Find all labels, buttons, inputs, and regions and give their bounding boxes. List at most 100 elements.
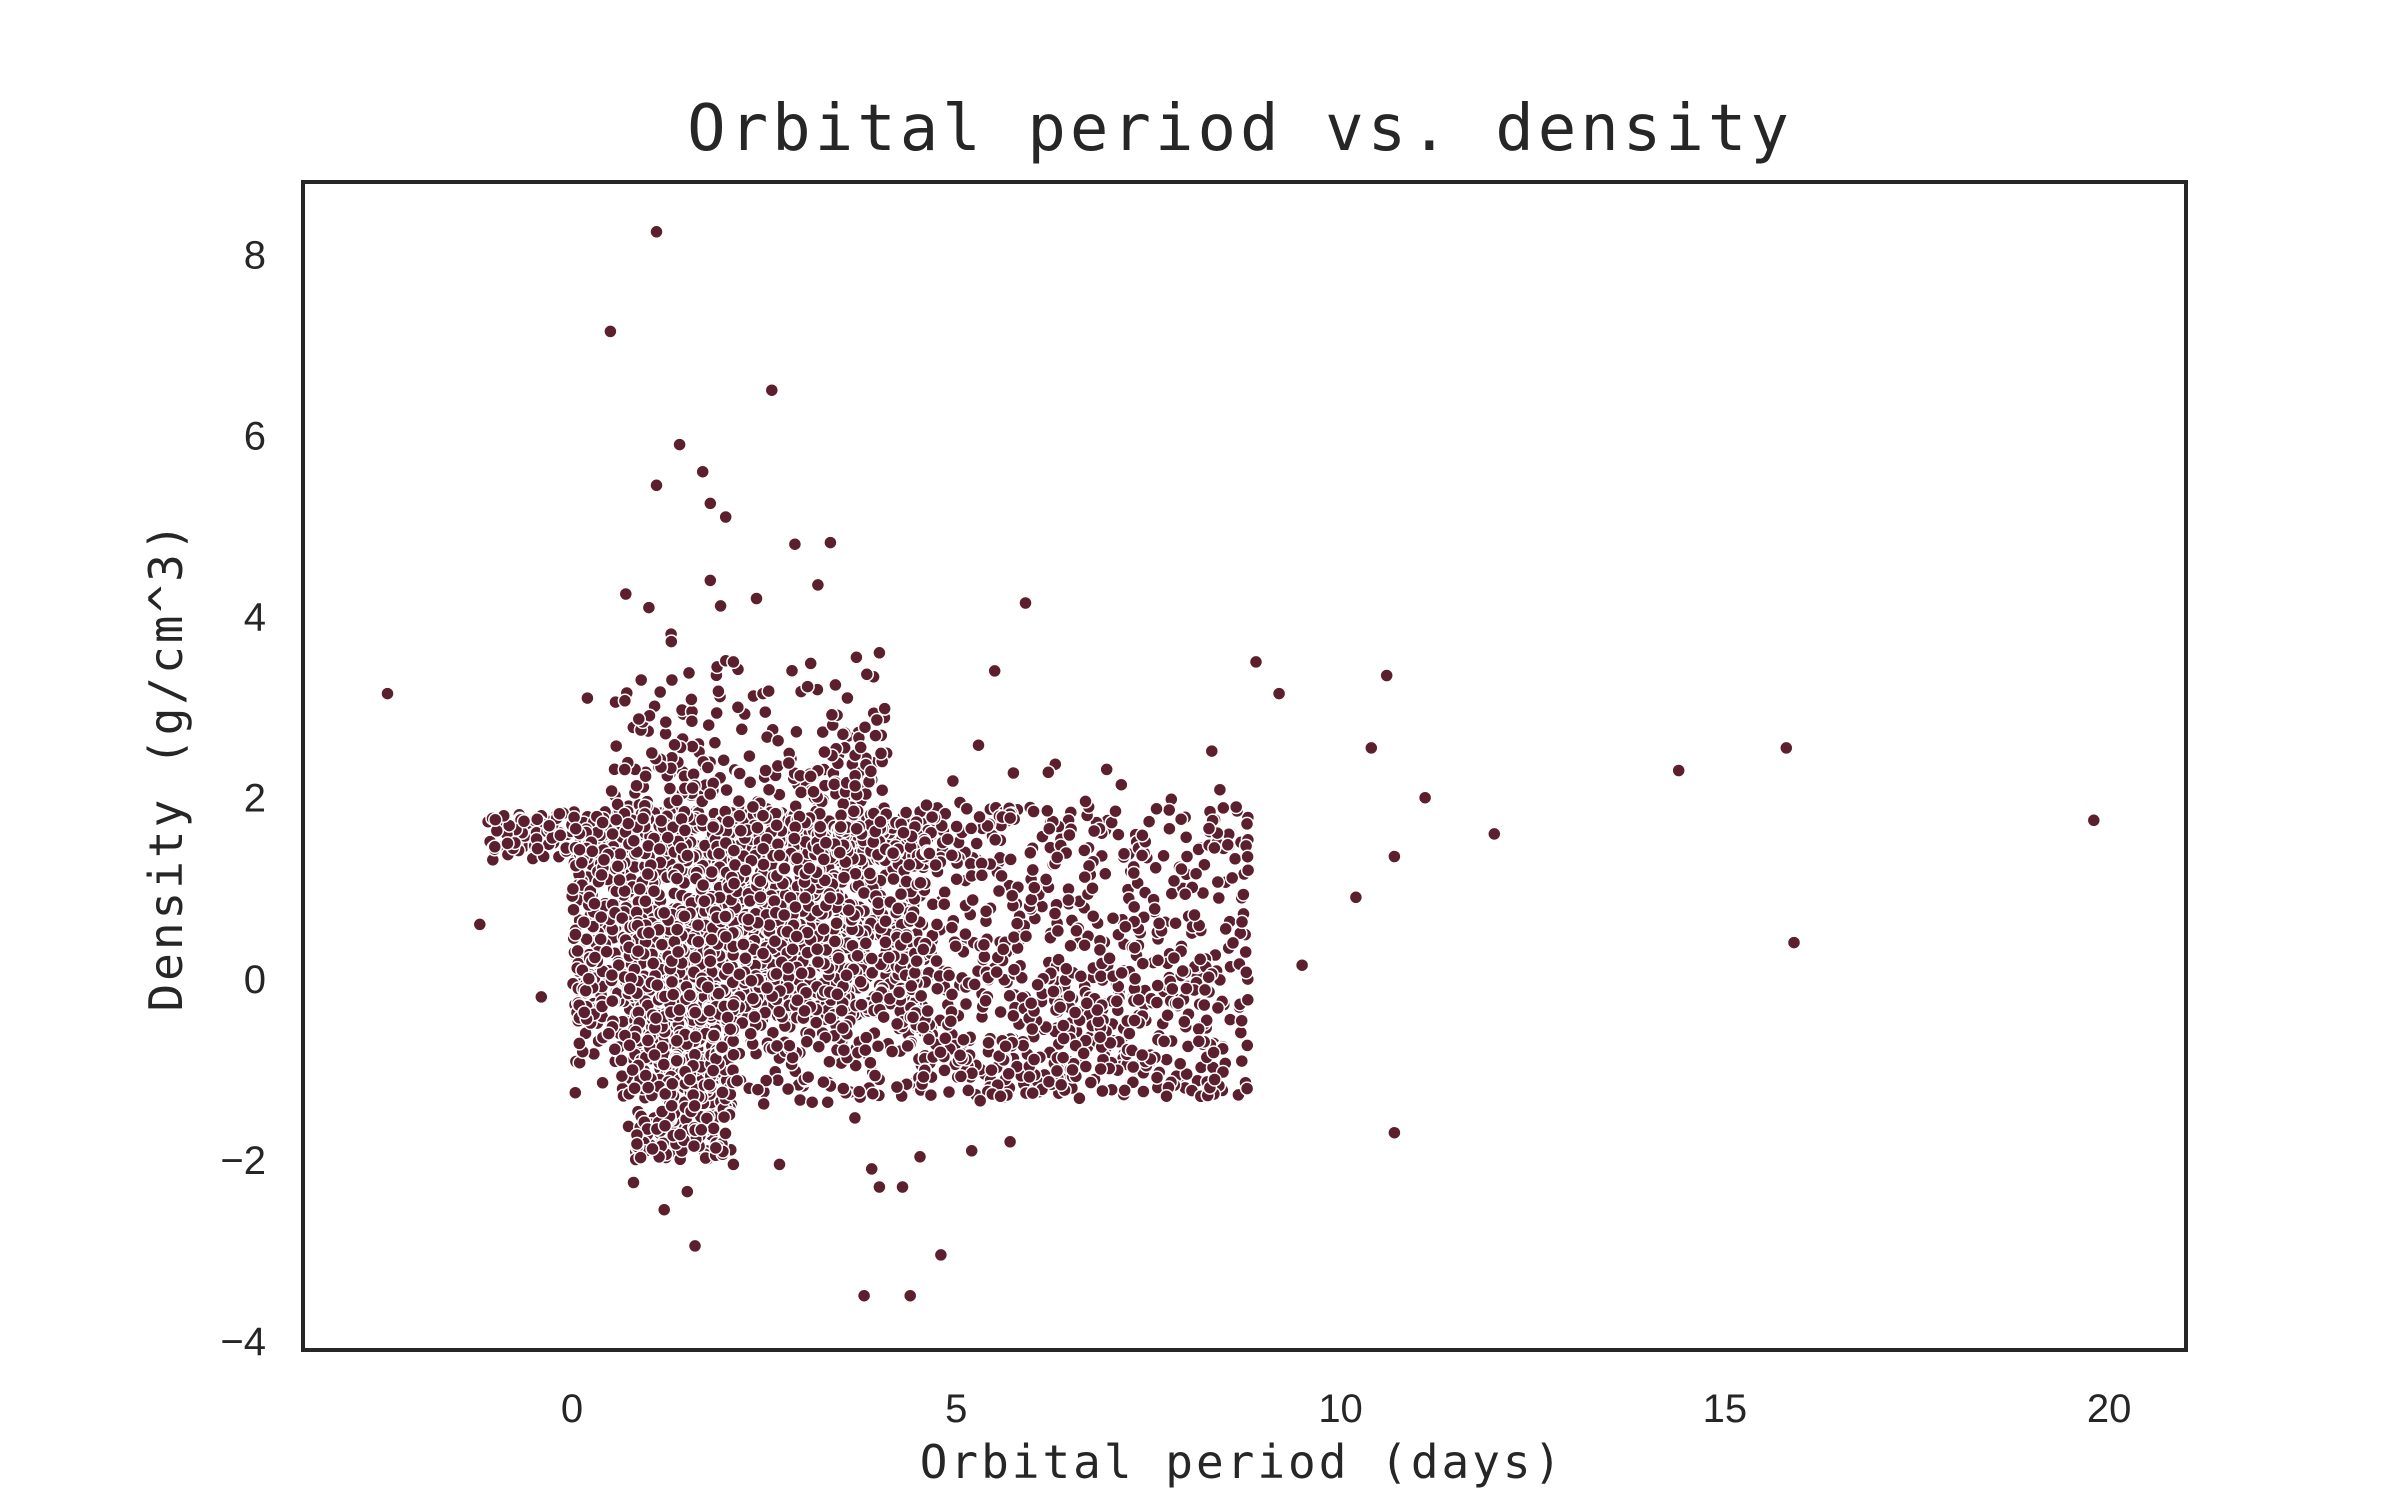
data-point: [697, 894, 712, 909]
data-point: [618, 586, 634, 602]
data-point: [769, 817, 784, 833]
data-point: [690, 917, 706, 933]
data-point: [1218, 921, 1233, 937]
data-point: [622, 1038, 637, 1053]
data-point: [963, 821, 979, 836]
data-point: [803, 656, 818, 671]
data-point: [604, 967, 620, 983]
data-point: [856, 885, 872, 901]
points-layer: [380, 224, 2102, 1303]
data-point: [1092, 942, 1108, 958]
data-point: [902, 1288, 918, 1303]
data-point: [1102, 951, 1117, 966]
data-point: [1671, 763, 1686, 778]
data-point: [923, 1087, 939, 1103]
data-point: [684, 713, 700, 729]
data-point: [799, 1034, 815, 1049]
data-point: [921, 1032, 937, 1047]
data-point: [603, 324, 618, 339]
data-point: [649, 478, 664, 493]
data-point: [1051, 952, 1066, 967]
data-point: [1227, 851, 1243, 867]
data-point: [691, 934, 706, 949]
data-point: [750, 1082, 766, 1097]
data-point: [948, 938, 963, 954]
data-point: [1050, 923, 1066, 939]
data-point: [630, 943, 646, 959]
data-point: [794, 966, 809, 981]
data-point: [726, 1157, 741, 1172]
data-point: [1160, 1007, 1175, 1023]
data-point: [695, 877, 711, 893]
data-point: [800, 679, 815, 694]
data-point: [789, 851, 805, 866]
data-point: [721, 814, 736, 830]
data-point: [529, 812, 545, 827]
data-point: [943, 1013, 959, 1029]
data-point: [1077, 843, 1092, 858]
data-point: [1056, 1018, 1071, 1033]
data-point: [1077, 869, 1092, 885]
data-point: [790, 992, 805, 1008]
data-point: [972, 1093, 988, 1109]
data-point: [595, 1075, 610, 1091]
data-point: [644, 745, 660, 761]
data-point: [1108, 803, 1123, 819]
data-point: [627, 1080, 642, 1096]
data-point: [581, 971, 597, 986]
data-point: [991, 1048, 1007, 1064]
data-point: [1172, 1056, 1188, 1071]
data-point: [629, 778, 644, 793]
data-point: [937, 896, 952, 912]
data-point: [1156, 848, 1171, 864]
data-point: [601, 1026, 616, 1041]
data-point: [702, 1003, 717, 1018]
data-point: [858, 936, 874, 951]
data-point: [863, 764, 879, 779]
data-point: [849, 821, 864, 837]
data-point: [1187, 907, 1202, 923]
data-point: [758, 1073, 774, 1088]
data-point: [658, 714, 674, 730]
data-point: [645, 956, 661, 971]
data-point: [1379, 668, 1394, 683]
data-point: [1083, 1075, 1099, 1090]
data-point: [604, 783, 619, 799]
data-point: [1165, 981, 1180, 997]
data-point: [818, 835, 834, 851]
data-point: [487, 839, 503, 855]
data-point: [1024, 892, 1039, 907]
data-point: [1178, 830, 1194, 845]
data-point: [749, 591, 764, 606]
data-point: [756, 857, 771, 872]
data-point: [680, 848, 695, 863]
data-point: [593, 909, 609, 925]
data-point: [718, 909, 733, 924]
data-point: [785, 942, 800, 957]
data-point: [1191, 1021, 1206, 1037]
data-point: [853, 740, 868, 755]
data-point: [827, 777, 842, 792]
data-point: [1197, 997, 1212, 1013]
data-point: [669, 1053, 684, 1068]
data-point: [1149, 1070, 1165, 1085]
data-point: [702, 786, 718, 802]
data-point: [1025, 862, 1041, 878]
data-point: [1055, 1050, 1071, 1065]
data-point: [928, 857, 943, 873]
data-point: [858, 1042, 873, 1058]
data-point: [1149, 801, 1164, 817]
data-point: [700, 980, 715, 995]
data-point: [873, 814, 888, 830]
data-point: [747, 1009, 762, 1025]
data-point: [964, 1143, 979, 1159]
data-point: [1085, 908, 1101, 924]
x-tick-label: 10: [1318, 1387, 1363, 1431]
data-point: [919, 797, 934, 813]
data-point: [1149, 995, 1165, 1010]
data-point: [553, 828, 568, 843]
y-tick-label: −2: [220, 1139, 266, 1183]
data-point: [836, 870, 852, 885]
data-point: [1197, 857, 1212, 872]
data-point: [810, 577, 826, 593]
